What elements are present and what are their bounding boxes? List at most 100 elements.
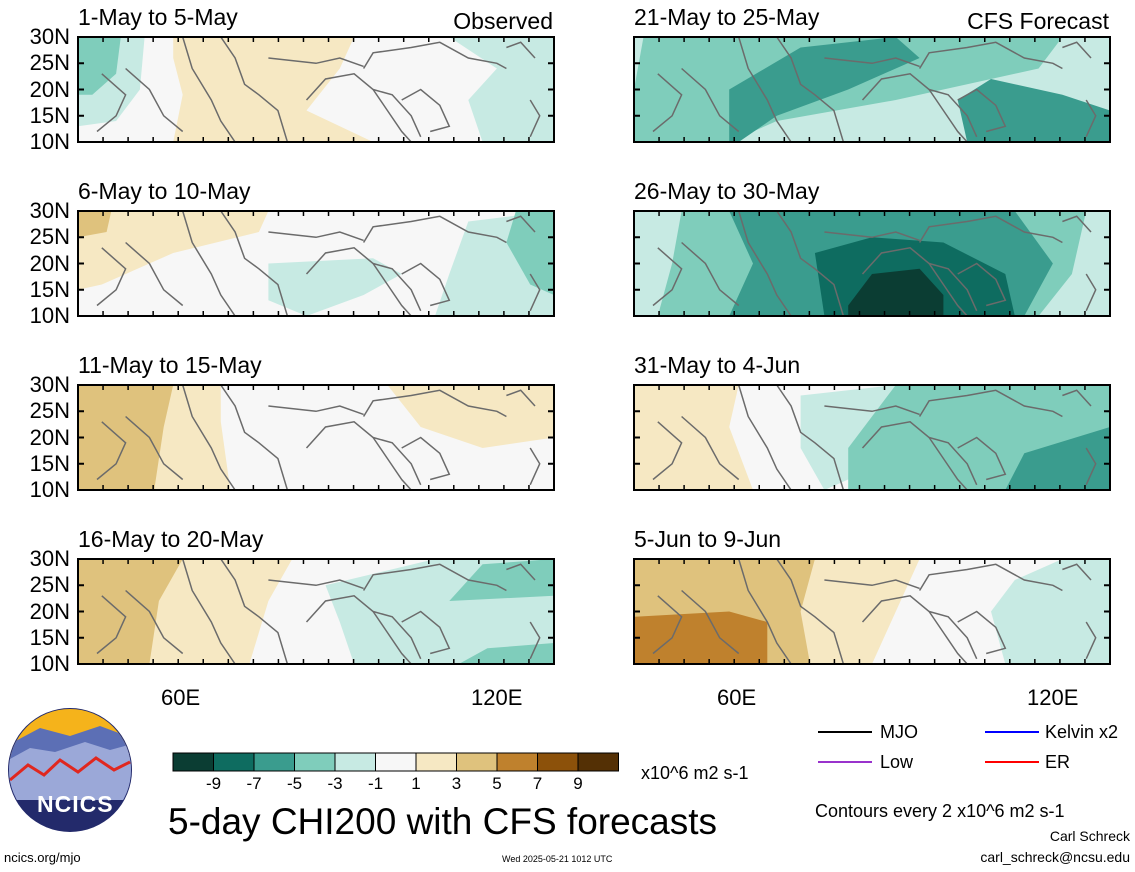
coastline [957,262,1007,307]
lat-label: 15N [29,102,70,128]
coastline [1062,563,1092,581]
shading-region [173,37,374,142]
coastline [362,215,507,244]
lat-label: 10N [29,477,70,502]
colorbar-tick-label: -1 [367,774,384,793]
lat-label: 30N [29,24,70,49]
coastline [96,421,127,481]
coastline [1085,273,1097,312]
author-name: Carl Schreck [1049,828,1130,844]
coastline [220,37,289,142]
shading-region [634,611,768,664]
colorbar-tick-label: -9 [205,774,222,793]
colorbar-units: x10^6 m2 s-1 [641,763,749,783]
coastline [928,262,978,312]
coastline [96,247,127,307]
coastline [125,415,184,481]
map-panel-1 [77,36,555,143]
shading-region [78,211,112,238]
shading-region [268,258,402,316]
coastline [957,436,1007,481]
lat-label: 10N [29,303,70,328]
coastline [681,241,740,307]
coastline [824,231,920,242]
coastline [681,67,740,133]
colorbar-swatch [577,752,619,772]
source-url[interactable]: ncics.org/mjo [4,850,81,865]
coastline [372,436,422,486]
colorbar-swatch [253,752,295,772]
shading-region [78,559,183,664]
map-panel-6 [633,210,1111,317]
lat-label: 10N [29,651,70,676]
ncics-logo [8,708,132,832]
coastline [776,37,845,142]
coastline [125,67,184,133]
map-panel-8 [633,558,1111,665]
lat-label: 25N [29,50,70,76]
coastline [506,215,536,233]
coastline [362,563,507,592]
coastline [372,610,422,660]
lat-label: 15N [29,624,70,650]
lat-label: 25N [29,398,70,424]
coastline [506,389,536,407]
coastline [652,247,683,307]
logo-text: NCICS [37,791,114,817]
timestamp: Wed 2025-05-21 1012 UTC [502,854,613,864]
lat-label: 30N [29,546,70,571]
lat-label: 20N [29,250,70,276]
coastline [96,73,127,133]
coastline [1062,215,1092,233]
coastline [737,37,792,142]
coastline [928,610,978,660]
coastline [96,595,127,655]
shading-region [1005,427,1110,490]
colorbar-swatch [415,752,457,772]
colorbar-swatch [172,752,214,772]
colorbar-swatch [496,752,538,772]
panel-8-title: 5-Jun to 9-Jun [634,526,782,552]
coastline [506,563,536,581]
coastline [372,262,422,312]
coastline [1085,447,1097,486]
lat-label: 20N [29,76,70,102]
colorbar-swatch [334,752,376,772]
colorbar-tick-label: 1 [411,774,421,793]
lon-label-120e-right: 120E [1027,685,1079,710]
coastline [737,559,792,664]
legend-er-label: ER [1045,752,1071,772]
coastline [125,589,184,655]
colorbar-tick-label: -5 [286,774,303,793]
coastline [918,41,1063,70]
coastline [957,610,1007,655]
lat-label: 25N [29,572,70,598]
coastline [652,595,683,655]
lon-label-120e-left: 120E [471,685,523,710]
legend-mjo-label: MJO [880,722,918,742]
main-title: 5-day CHI200 with CFS forecasts [168,801,718,842]
coastline [928,88,978,138]
coastline [268,57,364,68]
coastline [401,262,451,307]
coastline [776,385,845,490]
coastline [506,41,536,59]
colorbar-tick-label: -7 [246,774,262,793]
contours-note: Contours every 2 x10^6 m2 s-1 [815,801,1065,821]
coastline [268,405,364,416]
coastline [928,436,978,486]
coastline [1085,99,1097,138]
panel-6-title: 26-May to 30-May [634,178,820,204]
map-panel-3 [77,384,555,491]
coastline [824,405,920,416]
coastline [737,211,792,316]
colorbar-tick-label: 9 [573,774,583,793]
legend-low-label: Low [880,752,914,772]
shading-region [634,385,753,490]
coastline [372,88,422,138]
colorbar [172,752,619,772]
shading-region [957,79,1110,142]
coastline [681,415,740,481]
coastline [401,610,451,655]
